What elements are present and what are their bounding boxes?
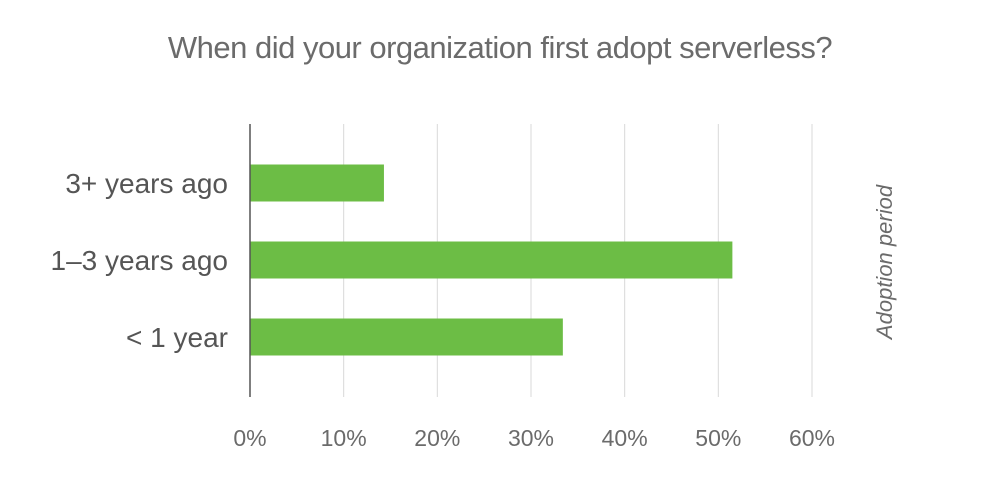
category-labels: 3+ years ago 1–3 years ago < 1 year <box>51 168 228 353</box>
x-tick-label: 20% <box>414 425 460 451</box>
x-tick-labels: 0% 10% 20% 30% 40% 50% 60% <box>233 425 835 451</box>
bar <box>250 318 563 356</box>
bar <box>250 164 384 202</box>
chart-title: When did your organization first adopt s… <box>167 30 833 65</box>
category-label: 1–3 years ago <box>51 245 228 276</box>
x-tick-label: 50% <box>695 425 741 451</box>
bar <box>250 241 733 279</box>
x-tick-label: 0% <box>233 425 266 451</box>
x-tick-label: 30% <box>508 425 554 451</box>
x-tick-label: 60% <box>789 425 835 451</box>
category-label: 3+ years ago <box>65 168 228 199</box>
category-label: < 1 year <box>126 322 228 353</box>
bars <box>250 164 733 356</box>
side-axis-label: Adoption period <box>872 184 897 341</box>
x-tick-label: 10% <box>321 425 367 451</box>
x-tick-label: 40% <box>602 425 648 451</box>
